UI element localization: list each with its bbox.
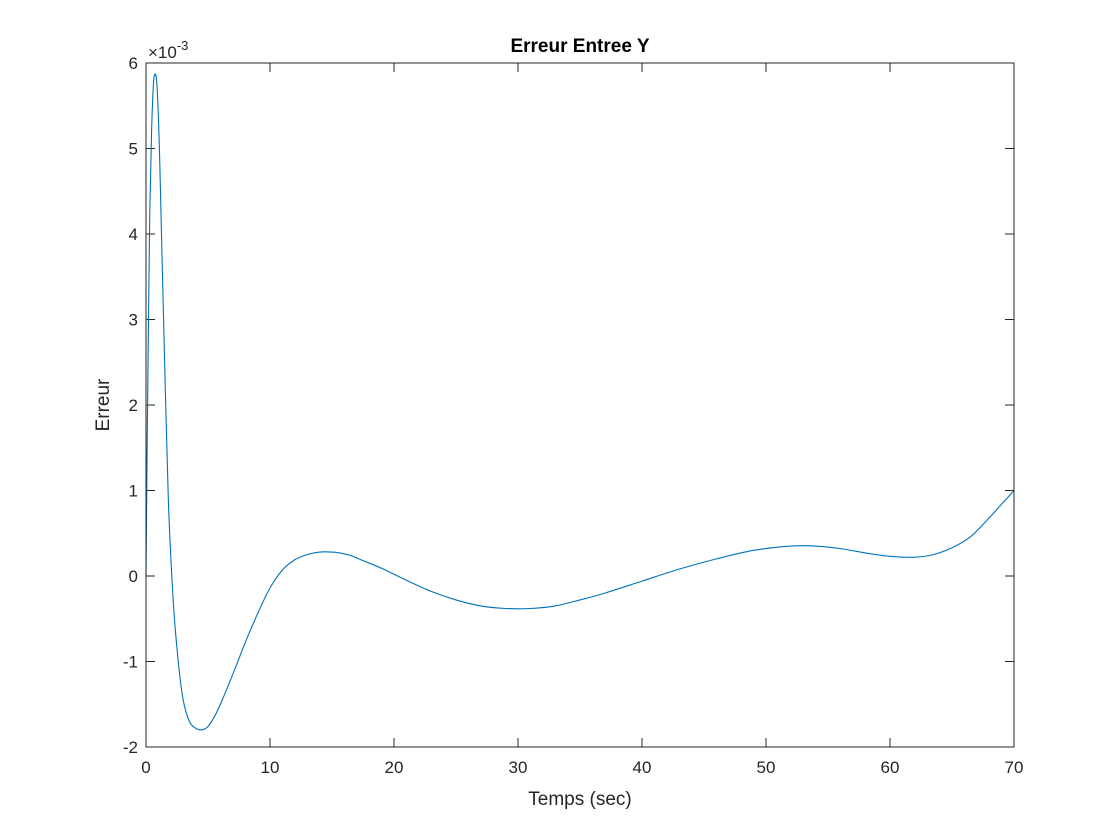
x-tick-label: 0 bbox=[141, 758, 150, 777]
x-tick-label: 50 bbox=[757, 758, 776, 777]
x-axis-label: Temps (sec) bbox=[528, 789, 631, 810]
y-tick-label: 0 bbox=[129, 567, 138, 586]
x-tick-label: 10 bbox=[261, 758, 280, 777]
y-tick-label: 2 bbox=[129, 396, 138, 415]
y-tick-label: 5 bbox=[129, 140, 138, 159]
y-tick-label: 3 bbox=[129, 311, 138, 330]
x-tick-label: 20 bbox=[385, 758, 404, 777]
plot-area bbox=[146, 63, 1014, 747]
y-tick-label: 6 bbox=[129, 54, 138, 73]
y-axis-multiplier: ×10-3 bbox=[148, 38, 188, 62]
y-axis-label: Erreur bbox=[93, 378, 114, 431]
x-tick-label: 60 bbox=[881, 758, 900, 777]
chart-title: Erreur Entree Y bbox=[510, 36, 649, 57]
x-tick-label: 40 bbox=[633, 758, 652, 777]
y-tick-label: 1 bbox=[129, 482, 138, 501]
y-tick-label: -1 bbox=[123, 653, 138, 672]
series-line bbox=[145, 73, 1015, 731]
x-tick-labels: 0 10 20 30 40 50 60 70 bbox=[141, 758, 1023, 777]
axes-box bbox=[145, 62, 1015, 748]
y-tick-label: -2 bbox=[123, 738, 138, 757]
y-axis-multiplier-base: ×10 bbox=[148, 43, 177, 62]
y-tick-label: 4 bbox=[129, 225, 138, 244]
y-tick-labels: -2 -1 0 1 2 3 4 5 6 bbox=[123, 54, 138, 757]
x-tick-label: 30 bbox=[509, 758, 528, 777]
x-tick-label: 70 bbox=[1005, 758, 1024, 777]
y-axis-multiplier-exponent: -3 bbox=[177, 38, 189, 53]
